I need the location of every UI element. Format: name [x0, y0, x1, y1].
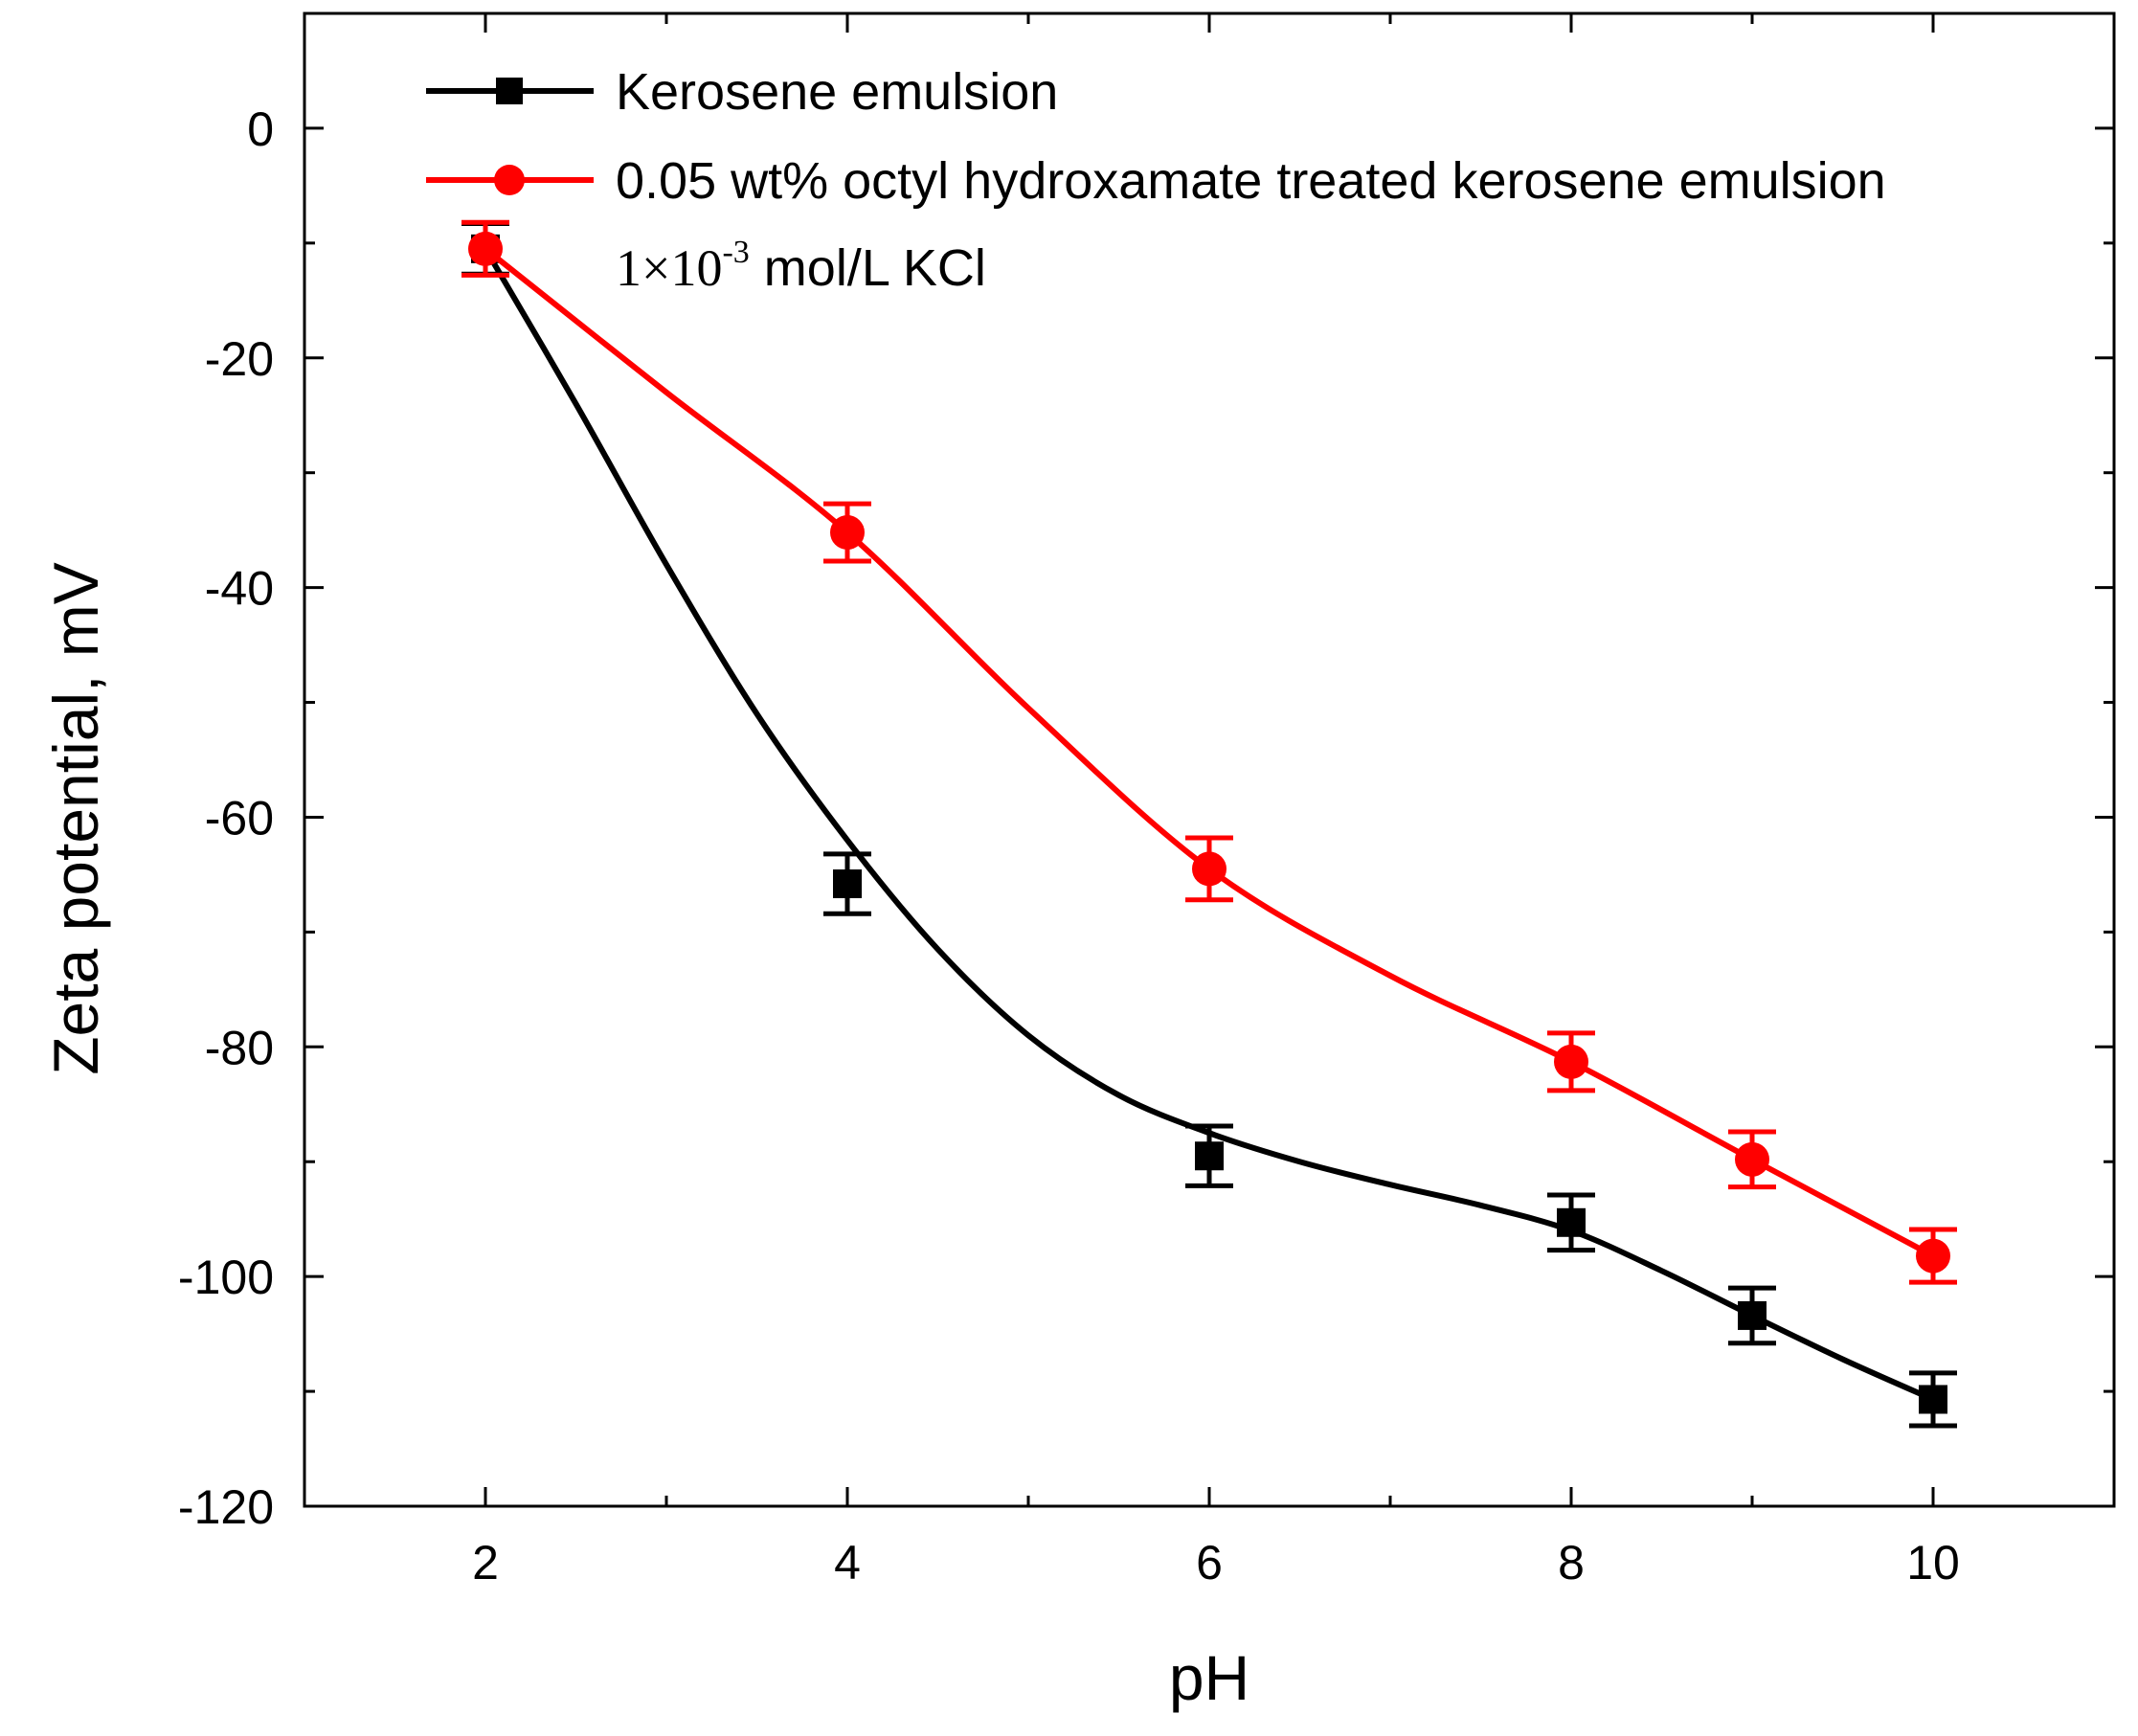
y-tick-label: -20	[205, 332, 274, 386]
legend-marker-circle	[494, 165, 525, 195]
data-point-square	[1557, 1207, 1586, 1237]
data-point-square	[1919, 1385, 1947, 1414]
data-series	[461, 219, 1957, 1429]
x-tick-label: 6	[1196, 1536, 1223, 1589]
x-axis-title: pH	[1169, 1642, 1249, 1713]
legend-item-kerosene: Kerosene emulsion	[426, 63, 1058, 121]
data-point-circle	[1554, 1044, 1588, 1079]
plot-frame	[303, 11, 2116, 1508]
series-line	[484, 246, 1935, 1259]
data-point-circle	[1735, 1141, 1769, 1177]
y-axis-title: Zeta potential, mV	[40, 562, 111, 1075]
data-point-circle	[1916, 1238, 1950, 1274]
y-axis-ticks: 0 -20 -40 -60 -80 -100 -120	[178, 102, 2114, 1534]
series-octyl	[461, 219, 1957, 1285]
legend-label-kerosene: Kerosene emulsion	[616, 63, 1058, 121]
y-tick-label: -40	[205, 562, 274, 616]
data-point-circle	[468, 231, 503, 266]
y-tick-label: -80	[205, 1021, 274, 1074]
x-axis-ticks: 2 4 6 8 10	[472, 13, 1960, 1589]
y-tick-label: -120	[178, 1480, 274, 1534]
annotation-suffix: mol/L KCl	[750, 239, 986, 297]
axes	[303, 11, 2116, 1508]
data-point-circle	[830, 515, 865, 551]
kcl-concentration-annotation: 1×10-3 mol/L KCl	[616, 235, 986, 297]
legend-label-octyl: 0.05 wt% octyl hydroxamate treated keros…	[616, 152, 1886, 210]
y-tick-label: -60	[205, 791, 274, 845]
series-line	[483, 247, 1935, 1403]
data-point-square	[1738, 1300, 1767, 1330]
data-point-square	[833, 869, 862, 899]
annotation-prefix: 1×10	[616, 239, 722, 297]
annotation-superscript: -3	[722, 235, 749, 270]
y-tick-label: -100	[178, 1251, 274, 1304]
x-tick-label: 8	[1558, 1536, 1585, 1589]
legend: Kerosene emulsion 0.05 wt% octyl hydroxa…	[426, 63, 1886, 297]
x-tick-label: 4	[834, 1536, 861, 1589]
data-point-square	[1195, 1141, 1224, 1171]
legend-marker-square	[496, 78, 523, 104]
y-tick-label: 0	[247, 102, 274, 156]
data-point-circle	[1192, 851, 1227, 887]
x-tick-label: 2	[472, 1536, 499, 1589]
legend-item-octyl: 0.05 wt% octyl hydroxamate treated keros…	[426, 152, 1886, 210]
x-tick-label: 10	[1906, 1536, 1960, 1589]
